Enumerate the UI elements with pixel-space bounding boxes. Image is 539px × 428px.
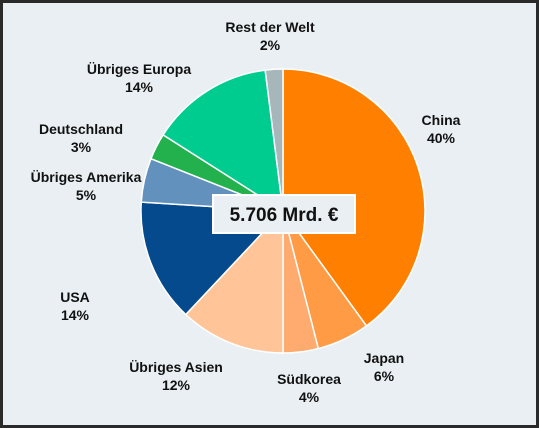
- slice-label-percent: 6%: [374, 368, 395, 384]
- slice-label-name: Übriges Europa: [87, 61, 191, 77]
- slice-label-percent: 14%: [125, 79, 154, 95]
- slice-label-name: USA: [60, 289, 90, 305]
- center-label: 5.706 Mrd. €: [212, 194, 356, 234]
- slice-übriges-asien: [184, 209, 284, 354]
- slice-rest-der-welt: [264, 68, 284, 212]
- slice-label-name: Übriges Amerika: [31, 169, 142, 185]
- slice-label-percent: 12%: [162, 377, 191, 393]
- slice-label-name: Deutschland: [39, 121, 123, 137]
- slice-label-percent: 5%: [76, 187, 97, 203]
- slice-label-name: Südkorea: [277, 371, 341, 387]
- slice-label-percent: 3%: [71, 139, 92, 155]
- slice-label-percent: 14%: [61, 307, 90, 323]
- slice-labels: China 40% Japan 6% Südkorea 4% Übriges Asien 12…: [31, 19, 461, 405]
- center-label-box: [212, 194, 356, 234]
- slice-label-name: China: [422, 112, 461, 128]
- slice-label-percent: 2%: [260, 37, 281, 53]
- slice-label-name: Rest der Welt: [225, 19, 315, 35]
- slice-label-percent: 40%: [427, 130, 456, 146]
- slice-übriges-europa: [162, 69, 284, 213]
- center-label-text: 5.706 Mrd. €: [230, 205, 339, 226]
- slice-label-name: Übriges Asien: [129, 359, 223, 375]
- slice-label-percent: 4%: [299, 389, 320, 405]
- slice-label-name: Japan: [364, 350, 404, 366]
